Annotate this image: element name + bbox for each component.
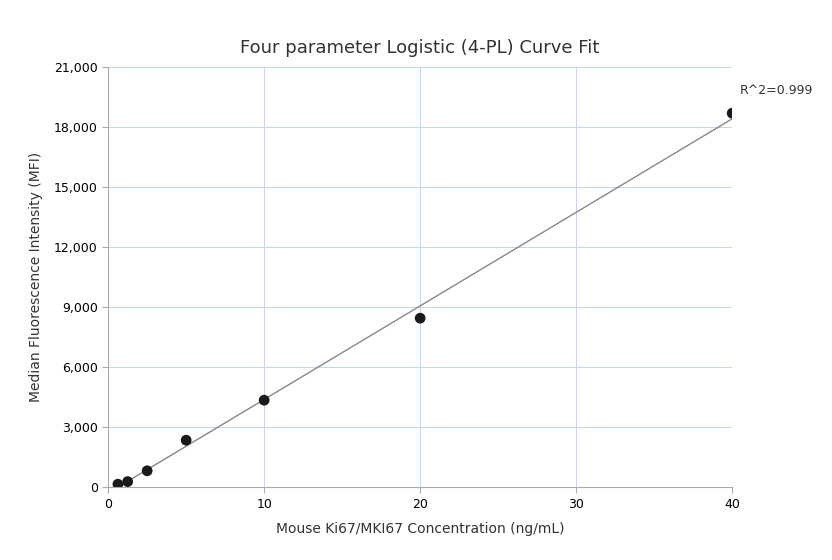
Point — [414, 314, 427, 323]
Point — [180, 436, 193, 445]
Point — [141, 466, 154, 475]
Point — [726, 109, 739, 118]
Title: Four parameter Logistic (4-PL) Curve Fit: Four parameter Logistic (4-PL) Curve Fit — [240, 39, 600, 57]
Y-axis label: Median Fluorescence Intensity (MFI): Median Fluorescence Intensity (MFI) — [29, 152, 42, 402]
Text: R^2=0.999: R^2=0.999 — [740, 84, 814, 97]
Point — [121, 477, 134, 486]
X-axis label: Mouse Ki67/MKI67 Concentration (ng/mL): Mouse Ki67/MKI67 Concentration (ng/mL) — [276, 522, 564, 536]
Point — [258, 396, 271, 405]
Point — [111, 480, 125, 489]
